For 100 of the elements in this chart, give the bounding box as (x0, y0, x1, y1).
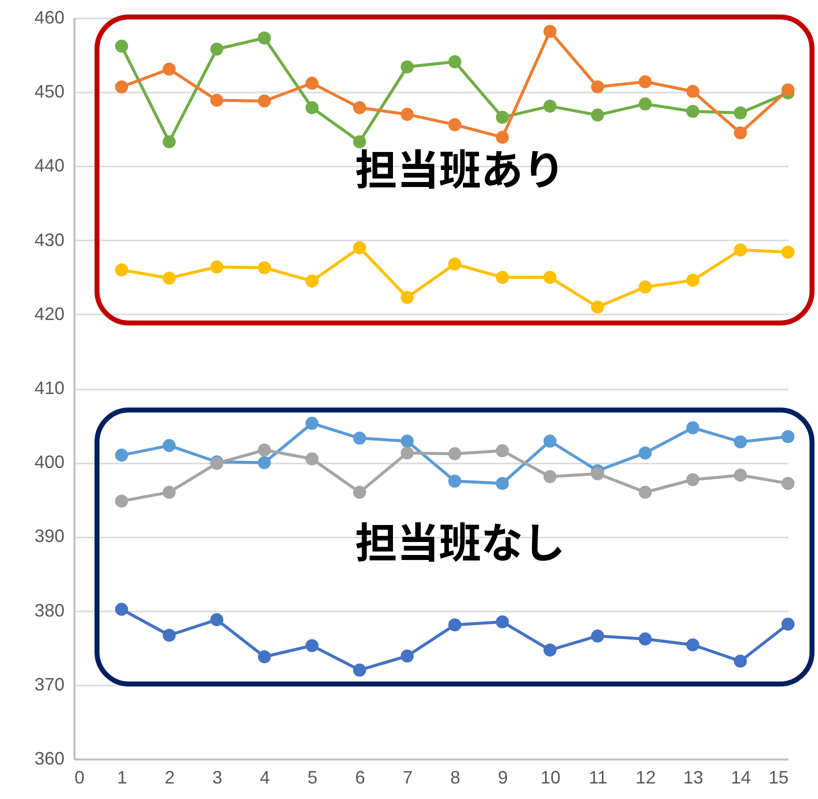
point (496, 130, 509, 144)
point (162, 439, 176, 452)
point (162, 628, 176, 642)
point (686, 638, 700, 652)
point (162, 62, 176, 76)
x-tick-label: 3 (212, 768, 222, 788)
point (305, 639, 319, 652)
annotation: 担当班なし (354, 510, 566, 571)
point (400, 446, 414, 460)
point (686, 274, 700, 287)
x-tick-label: 8 (450, 768, 460, 788)
point (258, 261, 271, 274)
point (638, 97, 652, 110)
point (353, 101, 366, 114)
point (353, 241, 366, 254)
x-tick-label: 1 (117, 768, 128, 788)
point (353, 664, 366, 677)
x-tick-label: 9 (498, 768, 508, 788)
point (162, 486, 176, 499)
point (543, 434, 557, 448)
point (448, 474, 462, 488)
point (591, 300, 604, 314)
point (781, 476, 795, 490)
point (734, 468, 747, 482)
x-tick-label: 4 (260, 768, 270, 788)
point (305, 452, 319, 466)
y-tick-label: 450 (34, 82, 64, 102)
y-tick-label: 390 (34, 526, 64, 546)
point (162, 135, 176, 148)
x-tick-label: 15 (768, 768, 788, 788)
point (448, 118, 462, 132)
point (115, 602, 128, 616)
point (115, 494, 128, 508)
point (115, 263, 128, 276)
x-tick-label: 10 (540, 768, 561, 788)
point (781, 246, 795, 259)
point (734, 106, 747, 120)
x-tick-label: 5 (307, 768, 318, 788)
point (258, 456, 271, 470)
point (496, 270, 509, 284)
point (210, 613, 224, 626)
point (448, 618, 462, 632)
point (258, 650, 271, 664)
point (400, 290, 414, 304)
point (353, 135, 366, 148)
point (638, 280, 652, 294)
point (686, 84, 700, 98)
point (543, 644, 557, 657)
point (496, 444, 509, 458)
x-tick-label: 12 (636, 768, 656, 788)
y-tick-label: 420 (34, 304, 64, 324)
point (543, 24, 557, 38)
y-tick-label: 440 (34, 156, 64, 176)
point (781, 83, 795, 96)
point (400, 108, 414, 121)
point (210, 42, 224, 56)
point (400, 649, 414, 663)
x-tick-label: 13 (683, 768, 704, 788)
point (496, 110, 509, 124)
annotation: 担当班あり (354, 137, 566, 198)
point (734, 126, 747, 140)
x-tick-label: 14 (730, 768, 751, 788)
y-tick-label: 430 (34, 230, 64, 250)
point (115, 80, 128, 94)
point (448, 55, 462, 68)
point (353, 486, 366, 499)
point (210, 260, 224, 274)
point (734, 654, 747, 668)
point (210, 94, 224, 107)
point (400, 60, 414, 74)
point (305, 76, 319, 90)
point (258, 443, 271, 457)
y-tick-label: 460 (34, 8, 64, 28)
point (781, 618, 795, 631)
x-tick-label: 7 (402, 768, 413, 788)
x-tick-label: 0 (74, 768, 85, 788)
x-tick-label: 2 (164, 768, 175, 788)
point (638, 75, 652, 88)
point (686, 421, 700, 434)
point (638, 486, 652, 499)
point (543, 270, 557, 284)
point (591, 108, 604, 122)
point (448, 258, 462, 271)
point (162, 272, 176, 285)
point (781, 430, 795, 444)
point (448, 447, 462, 460)
point (305, 416, 319, 430)
point (638, 446, 652, 460)
point (115, 40, 128, 53)
point (543, 100, 557, 113)
point (115, 448, 128, 462)
y-tick-label: 410 (34, 378, 64, 398)
point (734, 435, 747, 448)
y-tick-label: 400 (34, 452, 64, 472)
y-tick-label: 380 (34, 600, 64, 620)
point (638, 632, 652, 646)
point (496, 476, 509, 490)
point (305, 274, 319, 288)
point (686, 473, 700, 486)
point (591, 629, 604, 642)
